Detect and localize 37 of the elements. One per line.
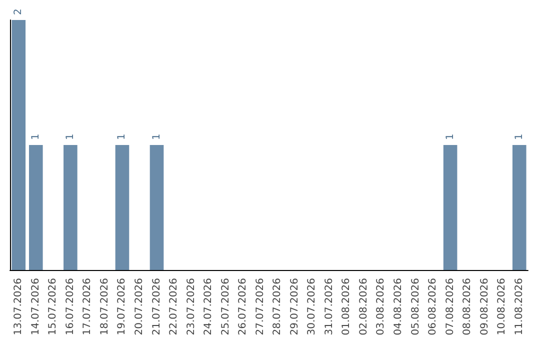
- x-tick-label: 08.08.2026: [462, 278, 474, 336]
- x-tick-label: 28.07.2026: [272, 278, 284, 336]
- x-tick-label: 11.08.2026: [514, 278, 525, 336]
- x-tick-label: 21.07.2026: [151, 278, 162, 336]
- x-tick-label: 27.07.2026: [254, 278, 266, 336]
- data-label: 1: [30, 134, 42, 140]
- x-tick-label: 17.07.2026: [82, 278, 94, 336]
- x-tick-label: 22.07.2026: [168, 278, 180, 336]
- x-tick-label: 04.08.2026: [393, 278, 404, 336]
- x-tick-label: 29.07.2026: [289, 278, 300, 336]
- data-label: 1: [151, 134, 162, 140]
- x-tick-label: 14.07.2026: [30, 278, 42, 336]
- x-tick-label: 19.07.2026: [116, 278, 128, 336]
- x-tick-label: 16.07.2026: [64, 278, 76, 336]
- data-label: 1: [64, 134, 76, 140]
- x-tick-label: 05.08.2026: [410, 278, 422, 336]
- x-tick-label: 30.07.2026: [306, 278, 318, 336]
- x-tick-label: 15.07.2026: [48, 278, 59, 336]
- x-tick-label: 01.08.2026: [341, 278, 352, 336]
- x-tick-label: 23.07.2026: [186, 278, 197, 336]
- x-tick-label: 06.08.2026: [428, 278, 439, 336]
- data-label: 1: [514, 134, 525, 140]
- x-tick-label: 18.07.2026: [99, 278, 110, 336]
- data-label: 2: [13, 8, 24, 15]
- x-tick-label: 02.08.2026: [358, 278, 370, 336]
- x-tick-label: 09.08.2026: [479, 278, 490, 336]
- x-tick-label: 25.07.2026: [220, 278, 232, 336]
- x-tick-label: 20.07.2026: [134, 278, 145, 336]
- x-tick-label: 24.07.2026: [203, 278, 214, 336]
- x-tick-label: 03.08.2026: [376, 278, 387, 336]
- x-tick-label: 13.07.2026: [13, 278, 24, 336]
- data-label: 1: [444, 134, 456, 140]
- x-tick-label: 10.08.2026: [496, 278, 508, 336]
- x-tick-label: 07.08.2026: [444, 278, 456, 336]
- x-tick-label: 31.07.2026: [324, 278, 335, 336]
- x-tick-label: 26.07.2026: [238, 278, 249, 336]
- data-label: 1: [116, 134, 128, 140]
